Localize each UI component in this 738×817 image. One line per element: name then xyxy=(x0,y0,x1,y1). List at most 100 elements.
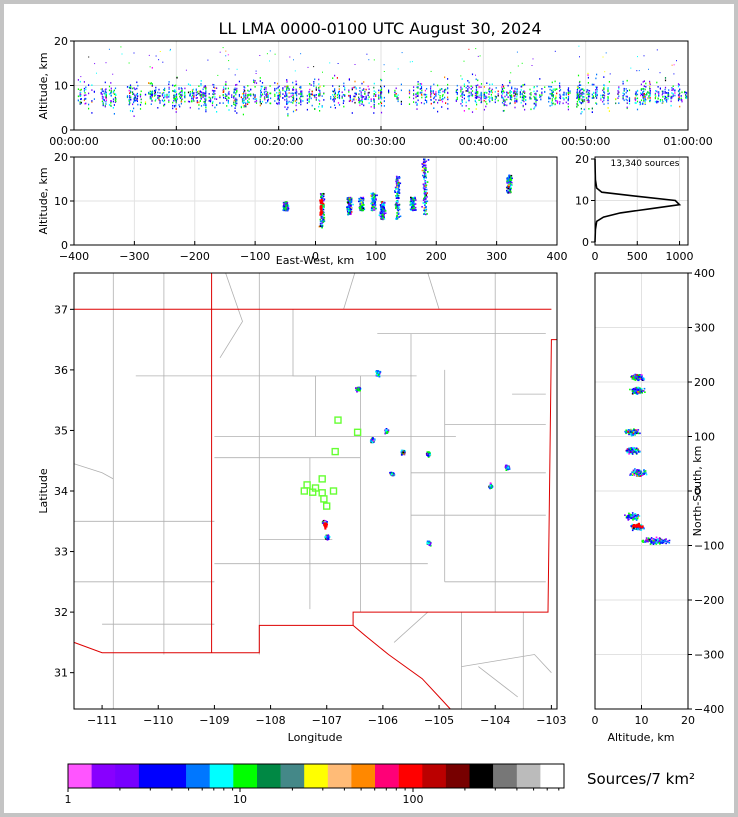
source-point xyxy=(241,93,244,95)
source-point xyxy=(309,96,311,98)
source-point xyxy=(485,95,487,98)
source-point xyxy=(278,98,280,101)
source-point xyxy=(363,88,365,90)
source-point xyxy=(323,198,326,200)
source-point xyxy=(670,97,672,99)
source-point xyxy=(294,70,296,72)
source-point xyxy=(243,106,245,108)
source-point xyxy=(490,96,492,99)
source-point xyxy=(622,80,624,83)
source-point xyxy=(88,103,90,106)
source-point xyxy=(507,176,510,179)
source-point xyxy=(441,100,444,103)
source-point xyxy=(102,98,104,100)
source-point xyxy=(267,93,269,96)
source-point xyxy=(506,91,508,94)
source-point xyxy=(373,90,375,92)
source-point xyxy=(150,94,152,96)
source-point xyxy=(433,107,435,109)
source-point xyxy=(588,100,590,102)
source-point xyxy=(196,91,198,93)
source-point xyxy=(136,97,138,100)
source-point xyxy=(635,473,638,475)
source-point xyxy=(226,99,228,102)
source-point xyxy=(507,466,510,469)
source-point xyxy=(292,92,295,95)
source-point xyxy=(341,91,343,94)
source-point xyxy=(400,451,403,453)
x-tick-label: −110 xyxy=(143,714,173,727)
source-point xyxy=(647,97,649,100)
source-point xyxy=(338,97,341,100)
source-point xyxy=(247,100,249,102)
source-point xyxy=(364,91,366,93)
source-point xyxy=(671,92,673,94)
source-point xyxy=(286,209,289,212)
source-point xyxy=(361,96,363,99)
source-point xyxy=(174,89,176,91)
source-point xyxy=(478,96,480,99)
x-tick-label: 0 xyxy=(592,250,599,263)
source-point xyxy=(577,93,579,96)
source-point xyxy=(654,92,656,95)
source-point xyxy=(306,102,308,104)
source-point xyxy=(417,81,419,83)
source-point xyxy=(318,225,321,228)
source-point xyxy=(380,111,383,114)
source-point xyxy=(513,92,515,94)
source-point xyxy=(595,89,597,91)
source-point xyxy=(673,73,675,75)
source-point xyxy=(195,88,197,91)
source-point xyxy=(338,90,340,93)
source-point xyxy=(671,96,673,99)
source-point xyxy=(640,471,643,473)
source-point xyxy=(259,98,261,101)
source-point xyxy=(483,92,485,95)
source-point xyxy=(655,94,657,97)
source-point xyxy=(333,95,335,98)
source-point xyxy=(425,169,427,171)
source-point xyxy=(581,93,583,96)
source-point xyxy=(671,64,673,66)
source-point xyxy=(88,92,90,95)
source-point xyxy=(654,100,656,103)
source-point xyxy=(626,451,629,454)
source-point xyxy=(468,95,470,98)
source-point xyxy=(475,48,477,50)
source-point xyxy=(374,199,376,201)
source-point xyxy=(461,99,463,101)
source-point xyxy=(397,212,400,215)
source-point xyxy=(288,96,290,98)
source-point xyxy=(267,96,269,98)
source-point xyxy=(520,89,522,91)
source-point xyxy=(470,88,472,90)
source-point xyxy=(341,95,343,98)
source-point xyxy=(517,65,519,67)
source-point xyxy=(628,447,630,450)
source-point xyxy=(643,378,646,380)
source-point xyxy=(175,97,178,99)
source-point xyxy=(409,61,411,63)
source-point xyxy=(154,91,156,94)
source-point xyxy=(354,101,356,104)
source-point xyxy=(130,86,132,88)
source-point xyxy=(554,50,556,52)
source-point xyxy=(608,92,610,95)
source-point xyxy=(184,100,186,103)
source-point xyxy=(593,83,595,86)
source-point xyxy=(363,104,365,107)
station-marker xyxy=(353,428,362,436)
source-point xyxy=(382,202,385,205)
source-point xyxy=(382,208,384,210)
source-point xyxy=(480,97,482,100)
source-point xyxy=(375,374,378,377)
source-point xyxy=(508,174,510,177)
source-point xyxy=(455,91,457,93)
source-point xyxy=(348,205,350,208)
source-point xyxy=(396,215,398,217)
source-point xyxy=(245,102,247,105)
source-point xyxy=(216,87,218,89)
source-point xyxy=(159,92,161,94)
source-point xyxy=(200,91,202,93)
source-point xyxy=(104,105,106,108)
